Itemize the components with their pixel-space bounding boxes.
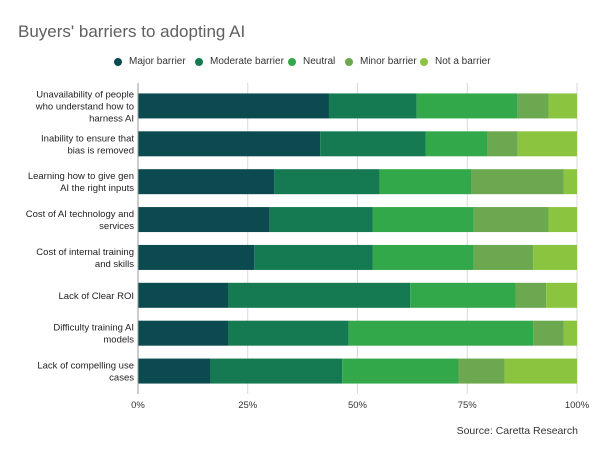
bar-segment [471, 169, 564, 195]
category-label: Lack of compelling use cases [37, 361, 134, 384]
bar-segment [210, 358, 343, 384]
bar-segment [517, 131, 577, 157]
bar-segment [504, 358, 577, 384]
bar-segment [458, 358, 505, 384]
bar-segment [254, 244, 373, 270]
bar-segment [372, 244, 474, 270]
legend-label-neutral: Neutral [303, 56, 336, 67]
bar-segment [342, 358, 459, 384]
bar-segment [410, 282, 516, 308]
bar-segment [274, 169, 380, 195]
bar-segment [517, 93, 549, 119]
x-tick-label: 100% [565, 400, 590, 411]
bar-segment [548, 207, 577, 233]
category-label: Difficulty training AI models [53, 323, 134, 346]
legend-label-moderate: Moderate barrier [210, 56, 284, 67]
bar-segment [416, 93, 518, 119]
bar-segment [138, 169, 275, 195]
bar-segment [533, 244, 577, 270]
bar-segment [138, 320, 228, 346]
bar-segment [372, 207, 474, 233]
bar-segment [563, 320, 577, 346]
bar-segment [320, 131, 426, 157]
bar-segment [515, 282, 547, 308]
legend-item-minor: Minor barrier [345, 56, 417, 67]
x-tick-label: 50% [348, 400, 368, 411]
bar-segment [138, 93, 329, 119]
legend-swatch-major [114, 57, 122, 66]
legend-item-major: Major barrier [114, 56, 186, 67]
category-label: Cost of AI technology and services [26, 209, 135, 232]
bar-segment [227, 282, 411, 308]
legend-swatch-not [420, 57, 428, 66]
legend-swatch-neutral [288, 57, 296, 66]
legend-label-major: Major barrier [129, 56, 186, 67]
legend-swatch-minor [345, 57, 353, 66]
bar-segment [563, 169, 577, 195]
bar-segment [473, 207, 549, 233]
bar-segment [138, 244, 255, 270]
x-tick-label: 0% [131, 400, 145, 411]
bar-segment [546, 282, 577, 308]
category-label: Cost of internal training and skills [36, 247, 134, 270]
bar-segment [138, 282, 228, 308]
legend-label-minor: Minor barrier [360, 56, 417, 67]
bar-segment [227, 320, 349, 346]
bar-segment [425, 131, 488, 157]
legend-item-neutral: Neutral [288, 56, 335, 67]
category-label: Lack of Clear ROI [59, 291, 135, 302]
bar-segment [138, 358, 211, 384]
legend-item-not: Not a barrier [420, 56, 491, 67]
bar-segment [473, 244, 534, 270]
bar-segment [533, 320, 564, 346]
chart-legend: Major barrier Moderate barrier Neutral M… [0, 56, 600, 70]
chart-title: Buyers' barriers to adopting AI [18, 22, 246, 41]
bar-segment [138, 207, 270, 233]
category-label: Learning how to give gen AI the right inp… [28, 171, 134, 194]
bar-segment [348, 320, 534, 346]
bar-segment [269, 207, 373, 233]
category-label: Inability to ensure that bias is removed [41, 133, 134, 156]
bar-segment [548, 93, 577, 119]
source-note: Source: Caretta Research [456, 425, 578, 437]
legend-label-not: Not a barrier [435, 56, 491, 67]
bar-segment [328, 93, 417, 119]
category-label: Unavailability of people who understand h… [35, 89, 134, 124]
legend-swatch-moderate [195, 57, 203, 66]
legend-item-moderate: Moderate barrier [195, 56, 284, 67]
x-tick-label: 25% [238, 400, 258, 411]
x-tick-label: 75% [458, 400, 478, 411]
bar-segment [487, 131, 518, 157]
bar-segment [138, 131, 321, 157]
bar-segment [379, 169, 472, 195]
